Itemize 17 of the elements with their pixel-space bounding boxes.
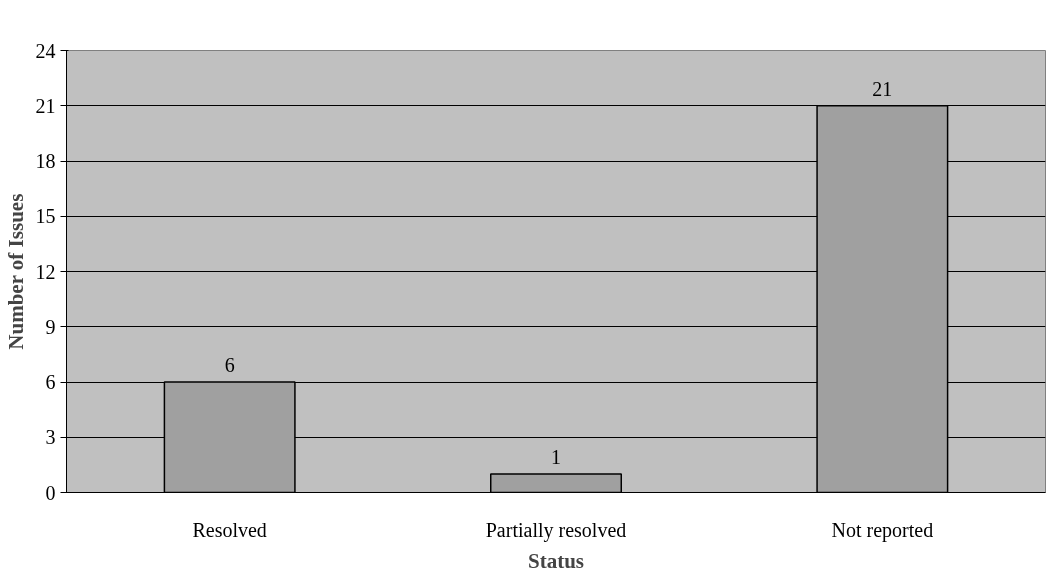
- y-tick-label: 9: [45, 315, 56, 338]
- y-tick-label: 12: [35, 260, 56, 283]
- y-tick-label: 6: [45, 371, 56, 393]
- data-label: 1: [551, 446, 561, 469]
- y-tick-label: 15: [35, 205, 56, 228]
- data-label: 21: [872, 77, 893, 100]
- y-axis-title: Number of Issues: [3, 193, 28, 350]
- x-tick-label: Partially resolved: [485, 518, 627, 542]
- y-tick-label: 18: [35, 150, 56, 172]
- data-label: 6: [224, 354, 235, 376]
- x-tick-label: Not reported: [831, 518, 934, 542]
- y-tick-label: 24: [35, 39, 56, 62]
- y-tick-label: 3: [45, 426, 56, 449]
- x-axis-title: Status: [527, 548, 585, 573]
- y-tick-label: 0: [45, 481, 56, 504]
- y-tick-label: 21: [35, 94, 56, 117]
- x-tick-label: Resolved: [192, 518, 267, 541]
